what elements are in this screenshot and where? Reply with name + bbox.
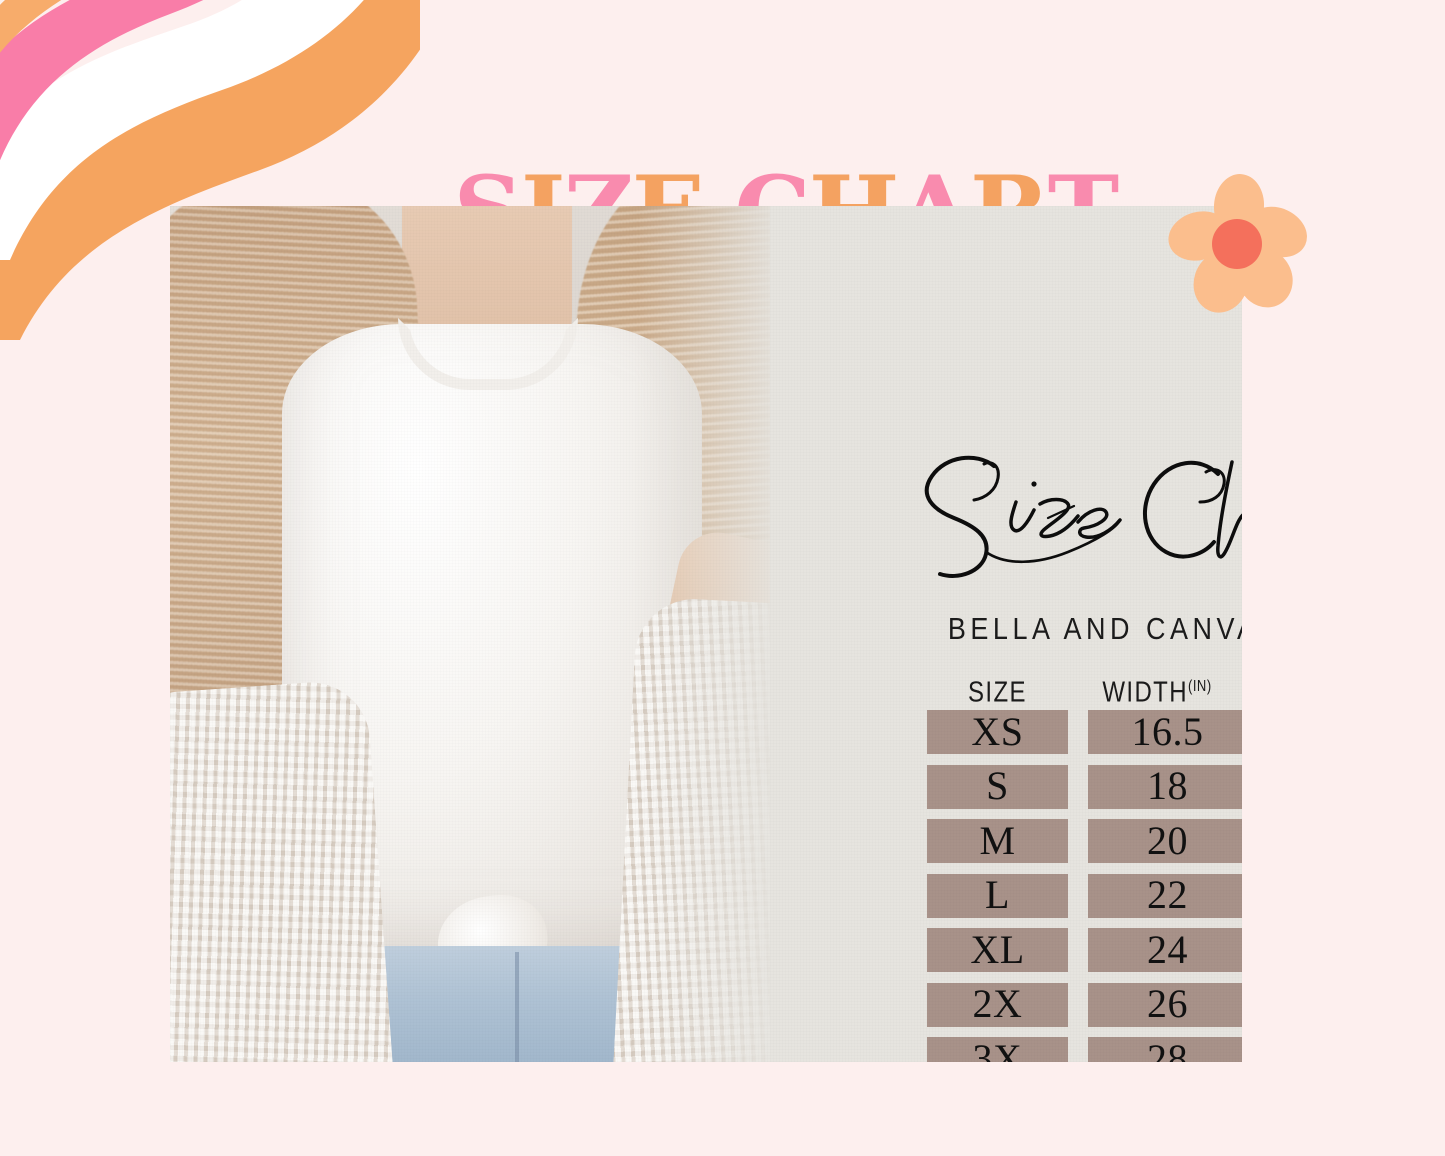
brand-subtitle: BELLA AND CANVAS 3001 bbox=[947, 612, 1242, 646]
table-row: XL 24 31 bbox=[927, 927, 1242, 983]
size-table-header-row: SIZE WIDTH(IN) LENGTH(IN) bbox=[927, 674, 1242, 710]
cell-size: S bbox=[927, 763, 1068, 809]
table-row: 2X 26 32 bbox=[927, 981, 1242, 1038]
column-header-size: SIZE bbox=[968, 676, 1027, 709]
table-row: S 18 28 bbox=[927, 763, 1242, 820]
cell-size: XL bbox=[927, 927, 1068, 972]
ribbon-band-cream bbox=[0, 0, 6, 5]
cell-size: 2X bbox=[927, 981, 1068, 1027]
table-row: 3X 28 33 bbox=[927, 1036, 1242, 1062]
table-row: L 22 30 bbox=[927, 872, 1242, 929]
cell-size: M bbox=[927, 818, 1068, 863]
cell-width: 16.5 bbox=[1088, 709, 1242, 754]
table-row: XS 16.5 27 bbox=[927, 709, 1242, 765]
cell-width: 24 bbox=[1088, 927, 1242, 972]
script-heading-size-chart bbox=[888, 444, 1242, 584]
cell-size: XS bbox=[927, 709, 1068, 754]
cell-size: 3X bbox=[927, 1036, 1068, 1062]
cell-width: 22 bbox=[1088, 872, 1242, 918]
unit-in-width: (IN) bbox=[1187, 676, 1212, 695]
size-table: SIZE WIDTH(IN) LENGTH(IN) XS 16.5 27 S 1… bbox=[927, 674, 1242, 1062]
cell-width: 18 bbox=[1088, 763, 1242, 809]
size-chart-panel: BELLA AND CANVAS 3001 SIZE WIDTH(IN) LEN… bbox=[170, 206, 1242, 1062]
cell-width: 28 bbox=[1088, 1036, 1242, 1062]
cell-size: L bbox=[927, 872, 1068, 918]
cell-width: 26 bbox=[1088, 981, 1242, 1027]
cell-width: 20 bbox=[1088, 818, 1242, 863]
model-photo bbox=[170, 206, 770, 1062]
table-row: M 20 29 bbox=[927, 818, 1242, 874]
photo-edge-fade bbox=[170, 206, 770, 1062]
column-header-width: WIDTH(IN) bbox=[1102, 676, 1212, 709]
